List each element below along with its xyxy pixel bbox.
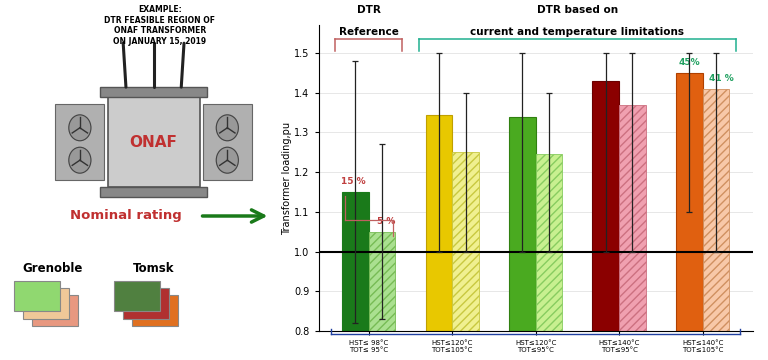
Bar (536, 154, 562, 331)
Bar (100, 87, 207, 97)
Bar (425, 114, 452, 331)
Circle shape (217, 115, 238, 141)
Bar (55, 104, 104, 180)
Text: ONAF: ONAF (130, 135, 177, 150)
Text: Grenoble: Grenoble (22, 262, 82, 275)
Bar (114, 281, 160, 311)
Text: 45%: 45% (678, 58, 700, 67)
Bar (342, 192, 369, 331)
Circle shape (69, 147, 91, 173)
Circle shape (69, 115, 91, 141)
Text: DTR based on: DTR based on (537, 5, 618, 15)
Text: Tomsk: Tomsk (133, 262, 174, 275)
Bar (509, 117, 536, 331)
Text: current and temperature limitations: current and temperature limitations (471, 27, 684, 37)
Bar (452, 152, 479, 331)
Bar (676, 73, 703, 331)
Bar (619, 105, 646, 331)
Bar (703, 89, 730, 331)
Bar (592, 81, 619, 331)
Bar (369, 232, 396, 331)
Text: Reference: Reference (339, 27, 399, 37)
Bar (203, 104, 252, 180)
Bar (14, 281, 60, 311)
Circle shape (217, 147, 238, 173)
Text: 15 %: 15 % (342, 177, 366, 186)
Bar (23, 288, 69, 319)
Text: Nominal rating: Nominal rating (70, 210, 182, 222)
Text: 5 %: 5 % (377, 217, 396, 226)
Text: 41 %: 41 % (710, 74, 734, 83)
Bar (100, 187, 207, 197)
Bar (108, 97, 200, 187)
Text: EXAMPLE:
DTR FEASIBLE REGION OF
ONAF TRANSFORMER
ON JANUARY 15, 2019: EXAMPLE: DTR FEASIBLE REGION OF ONAF TRA… (104, 5, 215, 46)
Bar (123, 288, 169, 319)
Bar (32, 295, 78, 326)
Bar (132, 295, 178, 326)
Y-axis label: Transformer loading,pu: Transformer loading,pu (282, 122, 292, 235)
Text: DTR: DTR (357, 5, 381, 15)
